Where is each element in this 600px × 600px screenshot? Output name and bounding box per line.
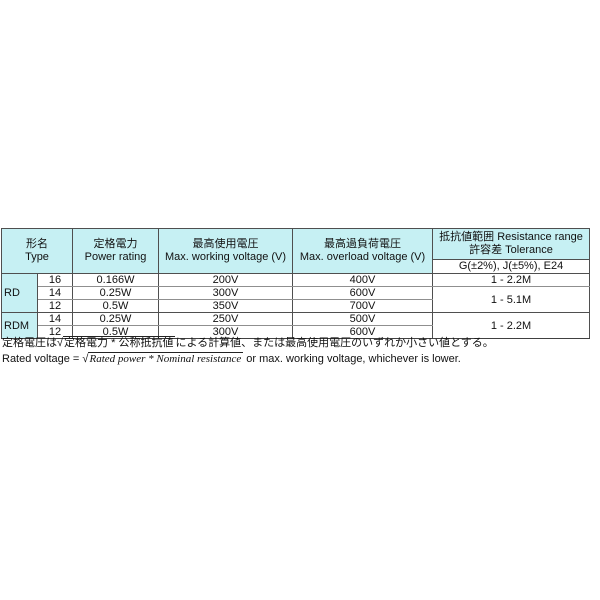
cell-working-voltage: 300V bbox=[158, 325, 294, 339]
header-max-working-voltage: 最高使用電圧 Max. working voltage (V) bbox=[158, 228, 294, 274]
cell-size: 14 bbox=[36, 286, 74, 300]
spec-table: 形名 Type 定格電力 Power rating 最高使用電圧 Max. wo… bbox=[0, 228, 591, 339]
cell-power: 0.5W bbox=[72, 299, 160, 313]
header-type-en: Type bbox=[25, 251, 49, 263]
header-working-en: Max. working voltage (V) bbox=[164, 251, 287, 263]
footnote-ja-radicand: 定格電力 * 公称抵抗値 bbox=[63, 336, 176, 349]
table-row: 14 0.25W 300V 600V 1 - 5.1M bbox=[2, 286, 591, 313]
cell-size: 12 bbox=[36, 325, 74, 339]
footnote-en-prefix: Rated voltage = bbox=[2, 353, 83, 365]
footnote-ja: 定格電圧は√定格電力 * 公称抵抗値 による計算値、または最高使用電圧のいずれか小… bbox=[2, 335, 494, 351]
footnote-ja-suffix: による計算値、または最高使用電圧のいずれか小さい値とする。 bbox=[175, 337, 494, 349]
header-tolerance-series: G(±2%), J(±5%), E24 bbox=[432, 259, 591, 274]
cell-power: 0.166W bbox=[72, 273, 160, 287]
cell-overload-voltage: 600V bbox=[292, 286, 434, 300]
header-type: 形名 Type bbox=[0, 228, 74, 274]
footnote-en-radicand: Rated power * Nominal resistance bbox=[88, 352, 244, 365]
cell-power: 0.25W bbox=[72, 286, 160, 300]
cell-size: 12 bbox=[36, 299, 74, 313]
header-resistance-line2: 許容差 Tolerance bbox=[469, 244, 553, 256]
header-max-overload-voltage: 最高過負荷電圧 Max. overload voltage (V) bbox=[292, 228, 434, 274]
cell-overload-voltage: 500V bbox=[292, 312, 434, 326]
cell-overload-voltage: 600V bbox=[292, 325, 434, 339]
header-working-ja: 最高使用電圧 bbox=[192, 238, 259, 250]
cell-overload-voltage: 400V bbox=[292, 273, 434, 287]
sqrt-symbol-icon: √ bbox=[57, 337, 64, 349]
cell-power: 0.25W bbox=[72, 312, 160, 326]
footnote-en-suffix: or max. working voltage, whichever is lo… bbox=[243, 353, 461, 365]
table-row: 12 0.5W 300V 600V bbox=[2, 325, 590, 339]
table-row: RD 16 0.166W 200V 400V 1 - 2.2M bbox=[1, 273, 591, 313]
header-power-en: Power rating bbox=[84, 251, 147, 263]
cell-resistance-range: 1 - 2.2M bbox=[432, 312, 591, 339]
sqrt-expression: √Rated power * Nominal resistance bbox=[82, 352, 244, 365]
header-overload-ja: 最高過負荷電圧 bbox=[324, 238, 402, 250]
header-power-rating: 定格電力 Power rating bbox=[72, 228, 160, 274]
cell-working-voltage: 200V bbox=[158, 273, 294, 287]
sqrt-expression: √定格電力 * 公称抵抗値 bbox=[57, 336, 176, 349]
cell-type-rd: RD bbox=[1, 273, 38, 313]
header-type-ja: 形名 bbox=[26, 238, 48, 250]
table-row: 12 0.5W 350V 700V bbox=[2, 299, 590, 313]
cell-working-voltage: 350V bbox=[158, 299, 294, 313]
cell-power: 0.5W bbox=[72, 325, 160, 339]
table-row: RDM 14 0.25W 250V 500V 1 - 2.2M bbox=[1, 312, 591, 339]
header-resistance-range: 抵抗値範囲 Resistance range 許容差 Tolerance bbox=[432, 228, 591, 260]
cell-working-voltage: 300V bbox=[158, 286, 294, 300]
header-resistance-line1: 抵抗値範囲 Resistance range bbox=[439, 231, 583, 243]
header-overload-en: Max. overload voltage (V) bbox=[299, 251, 426, 263]
cell-size: 14 bbox=[36, 312, 74, 326]
footnote-en: Rated voltage = √Rated power * Nominal r… bbox=[2, 351, 494, 367]
footnote: 定格電圧は√定格電力 * 公称抵抗値 による計算値、または最高使用電圧のいずれか小… bbox=[2, 335, 494, 367]
cell-resistance-range: 1 - 2.2M bbox=[432, 273, 591, 287]
cell-resistance-range: 1 - 5.1M bbox=[432, 286, 591, 313]
header-power-ja: 定格電力 bbox=[93, 238, 138, 250]
footnote-ja-prefix: 定格電圧は bbox=[2, 337, 57, 349]
cell-overload-voltage: 700V bbox=[292, 299, 434, 313]
sqrt-symbol-icon: √ bbox=[82, 353, 89, 365]
cell-size: 16 bbox=[36, 273, 74, 287]
cell-working-voltage: 250V bbox=[158, 312, 294, 326]
